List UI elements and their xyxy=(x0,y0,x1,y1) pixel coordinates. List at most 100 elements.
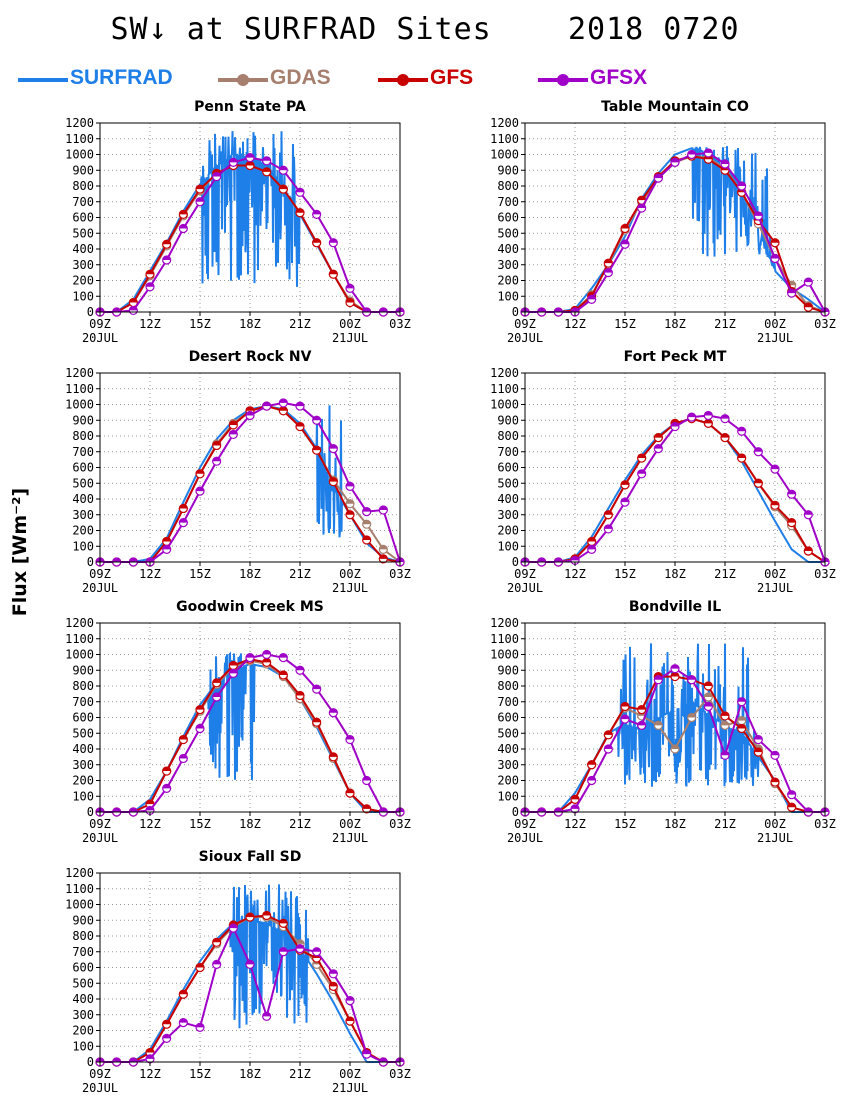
x-date-label: 21JUL xyxy=(757,581,793,595)
point-half-gfs xyxy=(362,804,371,809)
x-tick-label: 09Z xyxy=(514,817,536,831)
point-half-gfsx xyxy=(379,1058,388,1062)
point-half-gfsx xyxy=(537,308,546,312)
point-half-gfs xyxy=(621,224,629,229)
point-half-gfsx xyxy=(787,289,796,294)
point-half-gfs xyxy=(162,537,171,542)
point-half-gfsx xyxy=(704,148,713,153)
point-half-gfsx xyxy=(721,414,729,419)
point-half-gfsx xyxy=(671,422,679,427)
point-half-gfsx xyxy=(654,444,663,449)
x-tick-label: 09Z xyxy=(514,317,536,331)
point-half-gfsx xyxy=(362,507,371,512)
point-half-gfsx xyxy=(312,416,321,421)
point-half-gfsx xyxy=(296,944,304,949)
point-half-gfsx xyxy=(246,653,254,658)
x-date-label: 21JUL xyxy=(332,831,368,845)
point-half-gfsx xyxy=(771,751,779,756)
point-half-gfsx xyxy=(587,776,596,781)
y-tick-label: 400 xyxy=(497,242,519,256)
chart-svg: 0100200300400500600700800900100011001200… xyxy=(490,616,836,845)
point-half-gfsx xyxy=(179,518,188,523)
x-tick-label: 21Z xyxy=(714,817,736,831)
x-date-label: 20JUL xyxy=(82,331,118,345)
point-half-gfsx xyxy=(129,306,138,311)
point-half-gfsx xyxy=(229,430,238,435)
chart-svg: 0100200300400500600700800900100011001200… xyxy=(490,116,836,345)
point-half-gfsx xyxy=(296,402,304,407)
point-half-gfs xyxy=(179,504,188,509)
x-tick-label: 12Z xyxy=(139,317,161,331)
y-tick-label: 1200 xyxy=(490,616,519,630)
y-tick-label: 600 xyxy=(497,211,519,225)
y-tick-label: 100 xyxy=(497,789,519,803)
chart-svg: 0100200300400500600700800900100011001200… xyxy=(490,366,836,595)
x-tick-label: 09Z xyxy=(514,567,536,581)
y-tick-label: 1100 xyxy=(65,382,94,396)
point-half-gfsx xyxy=(329,969,338,974)
point-half-gfs xyxy=(229,420,238,425)
legend-swatch-gdas xyxy=(218,74,268,86)
point-half-gfsx xyxy=(329,238,338,243)
point-half-gfs xyxy=(179,990,188,995)
point-half-gfsx xyxy=(129,1058,138,1062)
y-tick-label: 400 xyxy=(72,992,94,1006)
x-tick-label: 12Z xyxy=(139,817,161,831)
series-line-gdas xyxy=(525,417,826,563)
y-tick-label: 0 xyxy=(87,555,94,569)
x-date-label: 20JUL xyxy=(507,831,543,845)
y-tick-label: 200 xyxy=(72,1024,94,1038)
y-tick-label: 200 xyxy=(72,774,94,788)
point-half-gfsx xyxy=(537,808,546,812)
y-tick-label: 1100 xyxy=(490,382,519,396)
point-half-gfsx xyxy=(754,447,763,452)
x-tick-label: 21Z xyxy=(714,567,736,581)
point-half-gfsx xyxy=(754,211,763,216)
point-half-gfs xyxy=(621,702,629,707)
y-tick-label: 700 xyxy=(72,445,94,459)
y-tick-label: 800 xyxy=(72,679,94,693)
point-half-gfs xyxy=(246,161,254,166)
point-half-gfs xyxy=(229,661,238,666)
x-date-label: 20JUL xyxy=(507,331,543,345)
panel-title: Sioux Fall SD xyxy=(198,849,302,865)
y-tick-label: 400 xyxy=(72,242,94,256)
point-half-gfs xyxy=(704,682,713,686)
y-tick-label: 800 xyxy=(497,679,519,693)
point-half-gfsx xyxy=(804,510,813,515)
point-half-gfsx xyxy=(146,806,154,811)
x-tick-label: 12Z xyxy=(139,567,161,581)
point-half-gfs xyxy=(262,167,271,172)
point-half-gfsx xyxy=(804,278,813,283)
point-half-gfs xyxy=(129,298,138,303)
x-tick-label: 21Z xyxy=(289,817,311,831)
legend-label-surfrad: SURFRAD xyxy=(70,66,173,89)
x-tick-label: 12Z xyxy=(564,317,586,331)
x-tick-label: 15Z xyxy=(614,317,636,331)
point-half-gfs xyxy=(262,658,271,663)
point-half-gfs xyxy=(704,419,713,424)
x-tick-label: 09Z xyxy=(89,567,111,581)
point-half-gfs xyxy=(604,259,613,264)
y-tick-label: 300 xyxy=(497,258,519,272)
x-tick-label: 03Z xyxy=(814,817,836,831)
point-half-gdas xyxy=(362,520,371,525)
x-tick-label: 21Z xyxy=(714,317,736,331)
y-tick-label: 100 xyxy=(497,289,519,303)
point-half-gfsx xyxy=(279,166,288,171)
x-date-label: 20JUL xyxy=(82,581,118,595)
page-title: SW↓ at SURFRAD Sites 2018 0720 xyxy=(110,12,740,47)
point-half-gfsx xyxy=(771,465,779,470)
point-half-gfsx xyxy=(312,210,321,215)
point-half-gfsx xyxy=(687,675,696,680)
y-tick-label: 1200 xyxy=(65,866,94,880)
point-half-gfs xyxy=(246,913,254,918)
point-half-gfsx xyxy=(571,556,579,561)
plot-area: 0100200300400500600700800900100011001200… xyxy=(65,616,411,845)
point-half-gfsx xyxy=(246,153,254,158)
y-tick-label: 0 xyxy=(87,805,94,819)
point-half-gfs xyxy=(637,454,646,459)
y-tick-label: 0 xyxy=(87,305,94,319)
point-half-gfsx xyxy=(704,411,713,416)
point-half-gfs xyxy=(329,477,338,482)
